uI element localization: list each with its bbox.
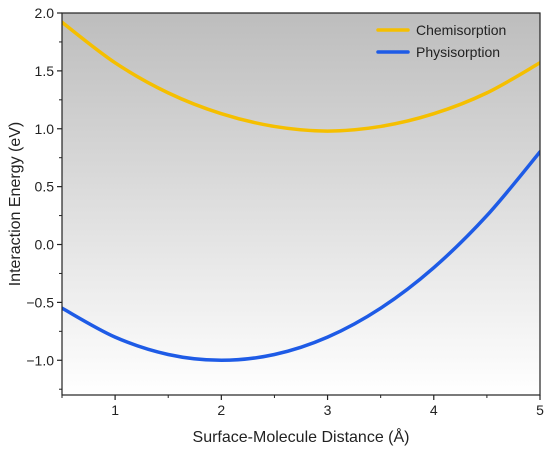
y-axis-title: Interaction Energy (eV): [7, 122, 24, 287]
series-layer: [62, 20, 540, 363]
y-tick-label: 2.0: [35, 5, 55, 21]
y-tick-label: 0.0: [35, 237, 55, 253]
x-tick-label: 2: [217, 402, 225, 418]
y-tick-label: 0.5: [35, 179, 55, 195]
x-tick-label: 5: [536, 402, 544, 418]
y-tick-label: −1.0: [26, 352, 54, 368]
y-tick-label: 1.0: [35, 121, 55, 137]
x-tick-label: 1: [111, 402, 119, 418]
y-tick-label: 1.5: [35, 63, 55, 79]
plot-background: [62, 13, 540, 395]
x-axis-title: Surface-Molecule Distance (Å): [193, 427, 410, 446]
series-line-physisorption: [62, 150, 540, 363]
legend-label-chemisorption: Chemisorption: [416, 22, 506, 38]
x-axis-ticks: 1 2 3 4 5: [61, 395, 544, 418]
y-tick-label: −0.5: [26, 294, 54, 310]
legend-label-physisorption: Physisorption: [416, 44, 500, 60]
legend: Chemisorption Physisorption: [376, 22, 506, 60]
plot-frame: [61, 12, 541, 396]
series-line-chemisorption: [62, 20, 540, 133]
x-tick-label: 3: [324, 402, 332, 418]
y-axis-ticks: −1.0 −0.5 0.0 0.5 1.0 1.5 2.0: [26, 5, 62, 390]
x-tick-label: 4: [430, 402, 438, 418]
